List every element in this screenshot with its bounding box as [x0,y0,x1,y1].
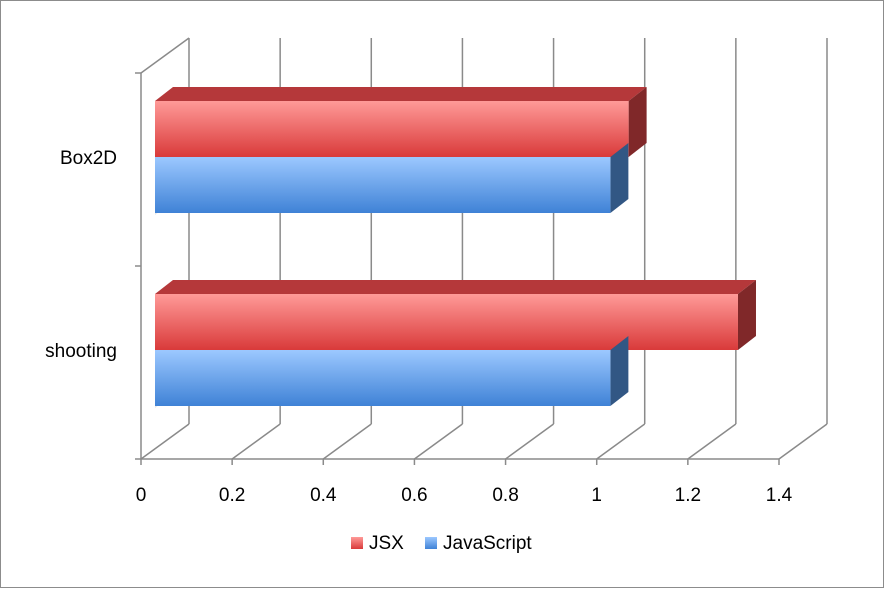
bars [155,87,756,408]
bar-side-jsx [737,280,756,350]
bar-javascript-shooting [155,350,611,406]
legend-label-javascript: JavaScript [443,533,532,554]
tick-label: 0 [136,485,147,506]
tick-label: 1.2 [675,485,701,506]
bar-side-javascript [610,143,629,213]
axis-labels: 0 0.2 0.4 0.6 0.8 1 1.2 1.4 Box2D shooting [45,148,792,506]
floor-gridline [322,423,372,460]
legend-label-jsx: JSX [369,533,404,554]
bar-top-jsx [155,280,756,294]
tick-label: 0.6 [401,485,427,506]
category-label: Box2D [60,148,117,169]
tick-label: 0.2 [219,485,245,506]
floor-gridline [505,423,555,460]
bar-javascript-box2d [155,157,611,213]
floor-gridline [413,423,463,460]
floor-gridline [596,423,646,460]
category-label: shooting [45,341,117,362]
bar-side-jsx [628,87,647,157]
tick-label: 0.4 [310,485,337,506]
tick-label: 1.4 [766,485,793,506]
floor-gridline [140,423,190,460]
bar-side-javascript [610,336,629,406]
legend-swatch-javascript [425,537,437,549]
tick-label: 0.8 [492,485,518,506]
bar-top-jsx [155,87,647,101]
bar-jsx-shooting [155,294,738,350]
floor-gridline [778,423,828,460]
floor-gridline [231,423,281,460]
floor-gridline [687,423,737,460]
legend-swatch-jsx [351,537,363,549]
legend: JSX JavaScript [351,533,532,554]
side-wall-top [140,37,190,74]
bar-jsx-box2d [155,101,629,157]
tick-label: 1 [591,485,602,506]
